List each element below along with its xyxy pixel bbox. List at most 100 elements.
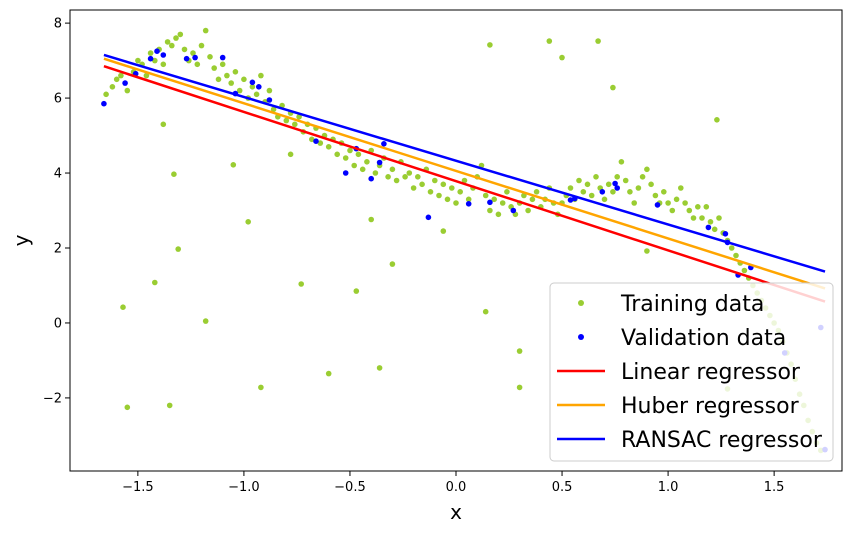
- validation-point: [654, 202, 661, 208]
- legend: Training data Validation data Linear reg…: [549, 282, 834, 462]
- x-tick-label: 1.0: [658, 480, 679, 495]
- training-point: [449, 185, 455, 191]
- training-point: [253, 91, 260, 98]
- training-point: [325, 370, 332, 377]
- training-point: [482, 192, 489, 199]
- training-point: [525, 207, 531, 214]
- training-point: [436, 192, 442, 199]
- legend-marker-training: [578, 300, 584, 306]
- training-point: [644, 166, 650, 173]
- training-point: [533, 189, 540, 195]
- x-tick-label: 0.5: [552, 480, 573, 495]
- training-point: [482, 308, 489, 315]
- training-point: [711, 226, 718, 233]
- training-point: [177, 31, 184, 38]
- training-point: [504, 189, 510, 195]
- training-point: [499, 200, 506, 206]
- training-point: [202, 27, 209, 34]
- training-point: [415, 174, 421, 180]
- training-point: [465, 196, 472, 203]
- training-point: [372, 170, 379, 176]
- x-tick-label: 0.0: [446, 480, 467, 495]
- validation-point: [249, 79, 256, 86]
- training-point: [351, 162, 358, 169]
- legend-label-training: Training data: [620, 292, 764, 317]
- validation-point: [255, 84, 262, 90]
- training-point: [236, 87, 243, 94]
- training-point: [169, 42, 175, 49]
- validation-point: [599, 189, 606, 195]
- training-point: [334, 151, 341, 158]
- validation-point: [510, 207, 517, 214]
- training-point: [147, 50, 154, 56]
- validation-point: [705, 224, 712, 231]
- training-point: [287, 151, 294, 158]
- ransac-regressor-line: [103, 53, 826, 273]
- y-tick-label: 0: [54, 316, 62, 331]
- training-point: [714, 117, 720, 123]
- training-point: [270, 106, 277, 113]
- training-point: [495, 211, 502, 218]
- training-point: [152, 279, 158, 286]
- training-point: [198, 42, 205, 49]
- legend-marker-validation: [578, 334, 584, 340]
- legend-item-huber: Huber regressor: [557, 394, 800, 419]
- training-point: [325, 144, 332, 150]
- training-point: [266, 87, 273, 94]
- training-point: [410, 185, 417, 191]
- training-point: [567, 185, 574, 191]
- training-point: [699, 215, 705, 221]
- training-point: [440, 181, 447, 188]
- training-point: [678, 185, 684, 191]
- linear-regressor-line: [103, 65, 826, 303]
- y-tick-label: 8: [54, 17, 62, 32]
- training-point: [109, 84, 116, 90]
- training-point: [160, 121, 167, 128]
- training-point: [283, 117, 290, 124]
- training-point: [164, 39, 171, 45]
- training-point: [219, 61, 226, 68]
- training-point: [703, 204, 710, 210]
- validation-point: [487, 199, 493, 206]
- legend-label-huber: Huber regressor: [621, 394, 800, 419]
- validation-point: [219, 54, 226, 61]
- training-point: [673, 196, 680, 203]
- training-point: [487, 42, 493, 48]
- training-point: [241, 76, 247, 83]
- x-tick-label: −1.0: [228, 480, 260, 495]
- validation-point: [122, 80, 128, 86]
- training-point: [368, 216, 375, 223]
- training-point: [160, 61, 167, 68]
- training-point: [113, 76, 120, 83]
- legend-item-linear: Linear regressor: [557, 360, 801, 385]
- training-point: [457, 189, 464, 195]
- training-point: [440, 228, 447, 234]
- training-point: [529, 196, 536, 203]
- training-point: [622, 177, 629, 184]
- x-axis-label: x: [450, 500, 462, 524]
- y-tick-label: 4: [54, 167, 62, 182]
- training-point: [376, 365, 383, 371]
- training-point: [190, 50, 196, 56]
- validation-point: [183, 55, 190, 62]
- training-point: [120, 304, 126, 311]
- training-point: [135, 57, 141, 64]
- training-point: [389, 261, 396, 267]
- training-point: [296, 114, 302, 120]
- training-point: [202, 318, 209, 324]
- legend-label-ransac: RANSAC regressor: [621, 428, 823, 453]
- legend-label-linear: Linear regressor: [621, 360, 801, 385]
- training-point: [317, 140, 324, 146]
- training-point: [601, 196, 608, 203]
- training-point: [648, 181, 654, 188]
- training-point: [245, 219, 251, 225]
- training-point: [124, 87, 131, 94]
- legend-item-ransac: RANSAC regressor: [557, 428, 823, 453]
- training-point: [665, 200, 671, 206]
- training-point: [249, 84, 256, 90]
- training-point: [224, 72, 230, 79]
- training-point: [588, 192, 595, 199]
- validation-point: [465, 201, 472, 207]
- x-tick-label: −1.5: [122, 480, 154, 495]
